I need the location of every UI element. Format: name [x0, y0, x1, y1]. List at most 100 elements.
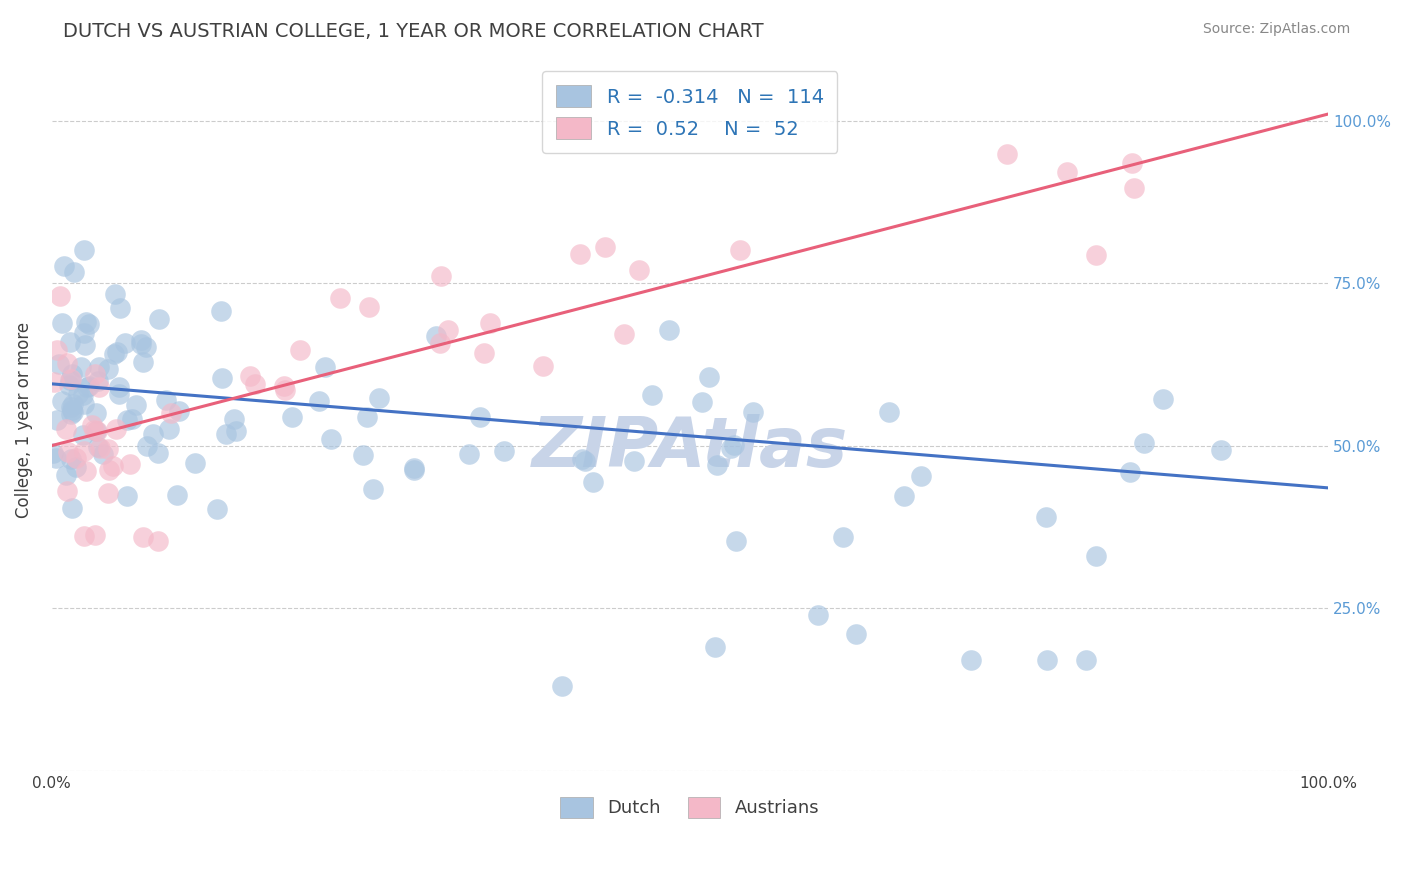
Point	[46, 343, 69, 357]
Point	[97, 442, 120, 457]
Point	[1209, 443, 1232, 458]
Point	[51, 393, 73, 408]
Point	[121, 412, 143, 426]
Point	[430, 268, 453, 283]
Point	[124, 398, 146, 412]
Point	[80, 418, 103, 433]
Point	[41, 445, 63, 459]
Point	[131, 354, 153, 368]
Point	[571, 452, 593, 467]
Point	[288, 343, 311, 357]
Point	[239, 369, 262, 384]
Point	[84, 425, 107, 439]
Point	[243, 377, 266, 392]
Point	[910, 468, 932, 483]
Point	[73, 443, 96, 458]
Point	[478, 316, 501, 330]
Point	[73, 326, 96, 340]
Point	[97, 486, 120, 500]
Point	[115, 490, 138, 504]
Point	[222, 411, 245, 425]
Point	[118, 457, 141, 471]
Point	[59, 401, 82, 415]
Point	[65, 450, 87, 465]
Point	[108, 301, 131, 315]
Point	[105, 421, 128, 435]
Point	[146, 446, 169, 460]
Point	[352, 448, 374, 462]
Point	[166, 488, 188, 502]
Point	[725, 534, 748, 549]
Point	[55, 467, 77, 482]
Point	[87, 379, 110, 393]
Point	[66, 387, 89, 401]
Point	[75, 315, 97, 329]
Point	[73, 243, 96, 257]
Point	[658, 323, 681, 337]
Y-axis label: College, 1 year or more: College, 1 year or more	[15, 321, 32, 517]
Point	[56, 483, 79, 498]
Point	[329, 291, 352, 305]
Point	[1084, 248, 1107, 262]
Point	[581, 475, 603, 489]
Point	[86, 424, 108, 438]
Point	[1036, 653, 1059, 667]
Point	[361, 482, 384, 496]
Point	[84, 527, 107, 541]
Point	[108, 387, 131, 401]
Point	[76, 380, 98, 394]
Point	[59, 373, 82, 387]
Point	[706, 458, 728, 472]
Point	[593, 240, 616, 254]
Point	[492, 444, 515, 458]
Point	[129, 333, 152, 347]
Point	[56, 356, 79, 370]
Point	[574, 454, 596, 468]
Point	[77, 379, 100, 393]
Point	[104, 287, 127, 301]
Point	[470, 410, 492, 425]
Point	[995, 146, 1018, 161]
Point	[308, 393, 330, 408]
Point	[690, 395, 713, 409]
Point	[1119, 466, 1142, 480]
Point	[70, 359, 93, 374]
Point	[893, 489, 915, 503]
Point	[160, 406, 183, 420]
Point	[56, 444, 79, 458]
Point	[45, 451, 67, 466]
Text: Source: ZipAtlas.com: Source: ZipAtlas.com	[1202, 22, 1350, 37]
Point	[281, 410, 304, 425]
Point	[273, 384, 295, 398]
Point	[429, 336, 451, 351]
Point	[72, 428, 94, 442]
Point	[531, 359, 554, 374]
Point	[148, 311, 170, 326]
Point	[225, 424, 247, 438]
Point	[211, 370, 233, 384]
Point	[568, 247, 591, 261]
Point	[72, 396, 94, 410]
Point	[356, 410, 378, 425]
Point	[184, 456, 207, 470]
Point	[1123, 181, 1146, 195]
Point	[60, 500, 83, 515]
Point	[623, 454, 645, 468]
Point	[1074, 653, 1097, 667]
Point	[132, 530, 155, 544]
Point	[425, 329, 447, 343]
Point	[84, 368, 107, 382]
Point	[65, 460, 87, 475]
Text: ZIPAtlas: ZIPAtlas	[531, 414, 848, 481]
Point	[720, 441, 742, 455]
Point	[115, 413, 138, 427]
Point	[613, 326, 636, 341]
Point	[1152, 392, 1174, 406]
Point	[215, 426, 238, 441]
Point	[48, 357, 70, 371]
Point	[75, 464, 97, 478]
Point	[42, 376, 65, 390]
Point	[723, 438, 745, 452]
Point	[62, 397, 84, 411]
Legend: Dutch, Austrians: Dutch, Austrians	[553, 789, 827, 825]
